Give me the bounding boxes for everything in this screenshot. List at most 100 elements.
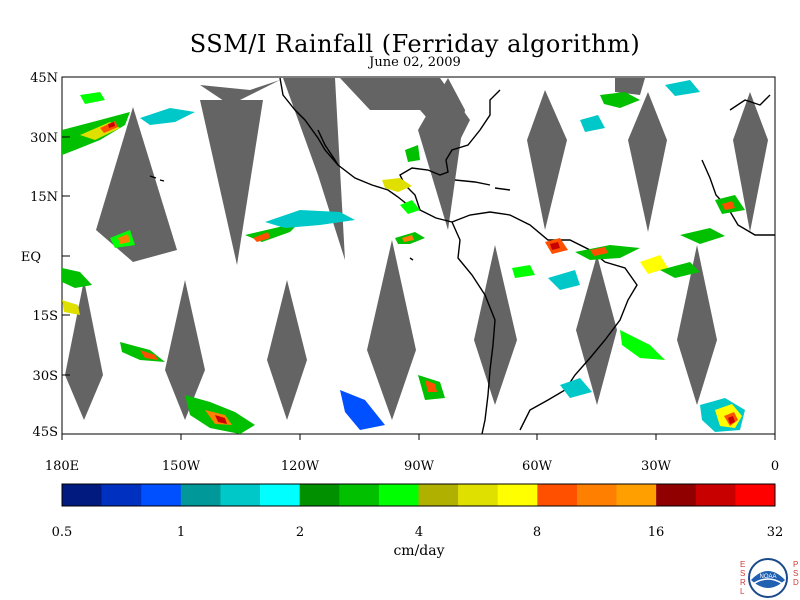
colorbar-swatch [418,484,459,506]
rain-patch [590,247,608,256]
logo-letter: R [740,578,746,587]
lon-label-group: 30W [641,434,672,474]
colorbar-swatch [458,484,499,506]
colorbar-swatch [656,484,697,506]
logo-letter: S [740,569,745,578]
colorbar-swatch [62,484,102,506]
lat-label: EQ [21,250,41,265]
coastline-hispaniola [494,187,511,191]
colorbar-tick-label: 32 [767,525,784,540]
colorbar-ticks: 0.5 1 2 4 8 16 32 [52,525,784,540]
rain-patch [560,378,592,398]
rain-patch [425,380,437,392]
missing-data-swaths [65,78,768,420]
logo-letter: E [740,560,745,569]
rain-patch [140,350,158,360]
colorbar-swatch [220,484,261,506]
swath-gap [615,78,645,95]
colorbar-tick-label: 4 [415,525,423,540]
coastline-galapagos [409,257,414,261]
rain-patch [340,390,385,430]
lat-label: 15S [33,309,58,324]
swath-gap [367,240,416,420]
coastline-baja [317,129,339,166]
colorbar-swatch [260,484,300,506]
swath-gap [283,78,345,260]
rain-patch [382,178,412,192]
logo-letter: S [793,569,798,578]
colorbar-swatch [378,484,419,506]
rain-patch [402,235,414,242]
lon-label: 0 [771,459,779,474]
rain-patch [140,108,195,125]
lon-label-group: 90W [404,434,435,474]
rain-patch [118,234,130,244]
lon-label: 180E [45,459,79,474]
swath-gap [733,92,768,232]
rain-patch [722,201,735,210]
lat-label: 45S [33,425,58,440]
colorbar-swatch [339,484,380,506]
lon-label-group: 0 [771,434,779,474]
lon-labels: 180E 150W 120W 90W 60W 30W 0 [45,434,779,474]
lon-label-group: 150W [162,434,201,474]
swath-gap [527,90,567,230]
swath-gap [340,78,470,150]
lon-label: 60W [522,459,553,474]
rain-patch [215,415,227,424]
rain-patch [253,232,270,242]
colorbar-swatch [695,484,736,506]
swath-gap [474,245,517,405]
lon-label: 120W [281,459,320,474]
swath-gap [65,280,103,420]
rain-patch [665,80,700,96]
rain-patch [108,122,115,128]
colorbar-swatch [299,484,340,506]
map-date: June 02, 2009 [369,55,461,70]
coastline-cuba [454,179,491,186]
colorbar-tick-label: 8 [533,525,541,540]
lon-label-group: 60W [522,434,553,474]
rain-patch [80,92,105,104]
swath-gap [200,80,280,105]
map-title: SSM/I Rainfall (Ferriday algorithm) [189,30,641,58]
lat-label-group: 15N [30,190,70,205]
colorbar-swatch [537,484,578,506]
colorbar-unit: cm/day [393,543,444,559]
lat-label-group: 15S [33,309,70,324]
lat-label: 45N [30,71,58,86]
rain-patch [580,115,605,132]
rain-patch [512,265,535,278]
logo-letter: P [793,560,798,569]
coastline-iberia [729,94,771,111]
rain-patch [680,228,725,244]
colorbar-tick-label: 16 [648,525,665,540]
lat-label: 30S [33,369,58,384]
logo-text: NOAA [759,574,776,580]
lat-label-group: 45S [33,425,70,440]
swath-gap [576,255,617,405]
lat-label: 30N [30,131,58,146]
rain-patch [62,268,92,288]
colorbar-swatch [101,484,142,506]
colorbar-swatch [735,484,776,506]
rain-patch [620,330,665,360]
colorbar-swatch [141,484,182,506]
swath-gap [628,92,667,232]
coastline-south-america-west [451,221,496,435]
rain-patch [640,255,668,274]
colorbar-swatch [497,484,538,506]
lat-label-group: 45N [30,71,70,86]
lat-label: 15N [30,190,58,205]
lat-label-group: EQ [21,250,70,265]
lon-label: 90W [404,459,435,474]
lon-label: 30W [641,459,672,474]
swath-gap [418,78,465,230]
swath-gap [200,100,263,265]
colorbar [61,483,776,507]
lon-label-group: 120W [281,434,320,474]
swath-gap [96,107,177,262]
lat-labels: 45N 30N 15N EQ 15S 30S 45S [21,71,70,440]
noaa-logo: E S R L NOAA P S D [740,558,799,598]
swath-gap [677,245,717,405]
